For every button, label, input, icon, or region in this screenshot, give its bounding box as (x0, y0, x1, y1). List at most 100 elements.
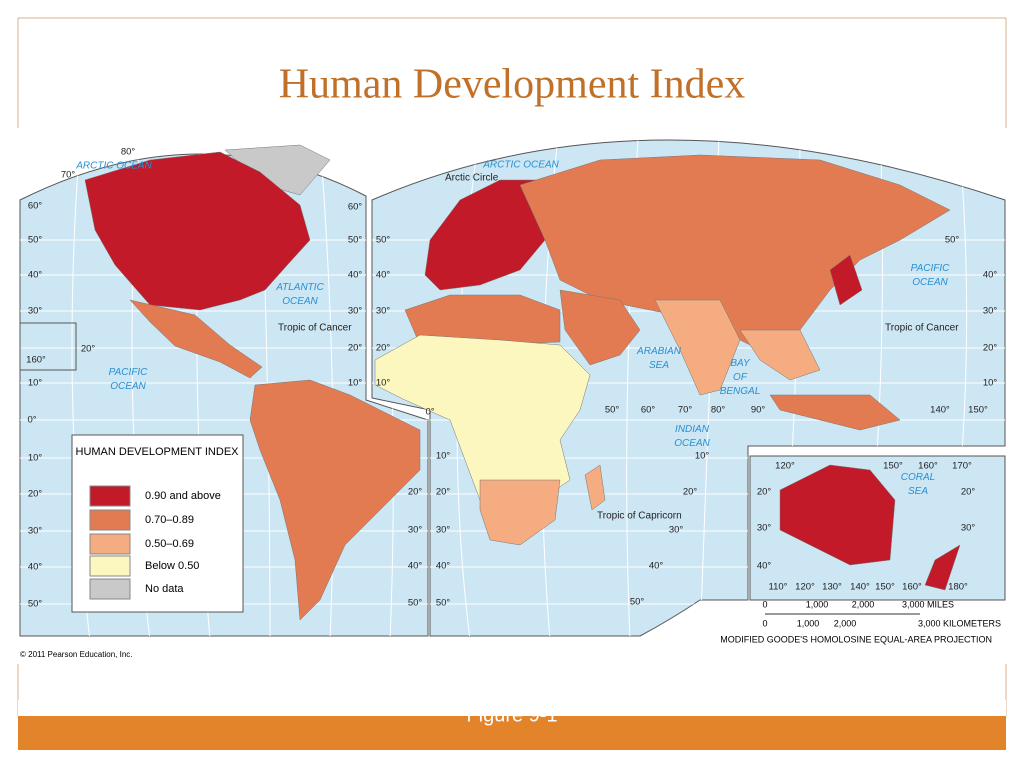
grid-label: 10° (983, 378, 998, 389)
ocean-label: BAY OF BENGAL (720, 358, 761, 397)
country-region (654, 299, 741, 396)
country-region (519, 154, 951, 351)
grid-label: 40° (28, 562, 43, 573)
grid-label: 60° (348, 202, 363, 213)
grid-label: 40° (408, 561, 423, 572)
grid-label: 30° (28, 306, 43, 317)
grid-label: 150° (968, 405, 988, 416)
legend-swatch (89, 578, 131, 600)
footer-bar (18, 716, 1006, 750)
country-region (559, 289, 641, 366)
grid-label: 10° (28, 378, 43, 389)
slide-title: Human Development Index (279, 62, 746, 108)
map (19, 139, 1006, 637)
grid-label: 60° (28, 201, 43, 212)
legend-label: No data (145, 583, 184, 595)
country-region (374, 334, 591, 501)
country-region (249, 379, 421, 621)
grid-label: 40° (348, 270, 363, 281)
scale-label: 3,000 MILES (902, 599, 954, 609)
hawaii-inset (19, 322, 77, 371)
grid-label: 30° (348, 306, 363, 317)
grid-label: 120° (775, 461, 795, 472)
grid-label: 20° (408, 487, 423, 498)
legend-swatch (89, 509, 131, 531)
grid-label: 70° (678, 405, 693, 416)
legend-title: HUMAN DEVELOPMENT INDEX (76, 446, 240, 458)
grid-label: 50° (28, 599, 43, 610)
country-region (84, 151, 311, 311)
country-region (829, 254, 863, 306)
grid-label: 180° (948, 582, 968, 593)
grid-label: 170° (952, 461, 972, 472)
grid-label: 80° (121, 147, 136, 158)
line-label: Arctic Circle (445, 173, 499, 184)
scale-label: 1,000 (797, 618, 820, 628)
grid-label: 110° (769, 582, 788, 593)
legend-label: 0.70–0.89 (145, 514, 194, 526)
grid-label: 50° (376, 235, 391, 246)
grid-label: 30° (983, 306, 998, 317)
grid-label: 140° (930, 405, 950, 416)
grid-label: 10° (348, 378, 363, 389)
grid-label: 40° (757, 561, 772, 572)
grid-label: 10° (436, 451, 451, 462)
grid-label: 30° (408, 525, 423, 536)
legend-swatch (89, 533, 131, 555)
grid-label: 0° (27, 415, 36, 426)
projection-note: MODIFIED GOODE'S HOMOLOSINE EQUAL-AREA P… (720, 634, 992, 644)
scale-label: 2,000 (834, 618, 857, 628)
ocean-label: ARCTIC OCEAN (75, 161, 152, 172)
grid-label: 20° (376, 343, 391, 354)
line-label: Tropic of Capricorn (597, 511, 682, 522)
grid-label: 10° (695, 451, 710, 462)
ocean-label: PACIFIC OCEAN (911, 263, 950, 288)
ocean-label: ARCTIC OCEAN (482, 160, 559, 171)
country-region (479, 479, 561, 546)
grid-label: 30° (28, 526, 43, 537)
grid-label: 40° (649, 561, 664, 572)
ocean-label: PACIFIC OCEAN (109, 367, 148, 392)
grid-label: 40° (376, 270, 391, 281)
scale-label: 3,000 KILOMETERS (918, 618, 1001, 628)
line-label: Tropic of Cancer (278, 323, 352, 334)
grid-label: 160° (918, 461, 938, 472)
grid-label: 130° (822, 582, 842, 593)
legend-swatch (89, 485, 131, 507)
ocean-label: INDIAN OCEAN (674, 424, 710, 449)
legend-label: 0.90 and above (145, 490, 221, 502)
grid-label: 90° (751, 405, 766, 416)
country-region (924, 544, 961, 591)
grid-label: 40° (28, 270, 43, 281)
footer-mask (18, 700, 1006, 716)
grid-label: 20° (683, 487, 698, 498)
country-region (769, 394, 901, 431)
ocean-label: CORAL SEA (901, 472, 935, 497)
grid-label: 40° (436, 561, 451, 572)
copyright: © 2011 Pearson Education, Inc. (20, 650, 132, 659)
grid-label: 50° (630, 597, 645, 608)
legend-swatch (89, 555, 131, 577)
grid-label: 160° (902, 582, 922, 593)
grid-label: 120° (795, 582, 815, 593)
grid-label: 20° (961, 487, 976, 498)
ocean-label: ARABIAN SEA (636, 346, 682, 371)
country-region (739, 329, 821, 381)
country-region (424, 179, 546, 291)
grid-label: 30° (436, 525, 451, 536)
legend-label: 0.50–0.69 (145, 538, 194, 550)
grid-label: 30° (376, 306, 391, 317)
country-region (129, 299, 263, 379)
grid-label: 20° (81, 344, 96, 355)
grid-label: 30° (961, 523, 976, 534)
grid-label: 60° (641, 405, 656, 416)
scale-label: 2,000 (852, 599, 875, 609)
grid-label: 80° (711, 405, 726, 416)
line-label: Tropic of Cancer (885, 323, 959, 334)
grid-label: 10° (28, 453, 43, 464)
grid-label: 50° (28, 235, 43, 246)
grid-label: 20° (436, 487, 451, 498)
grid-label: 50° (945, 235, 960, 246)
country-region (584, 464, 606, 511)
